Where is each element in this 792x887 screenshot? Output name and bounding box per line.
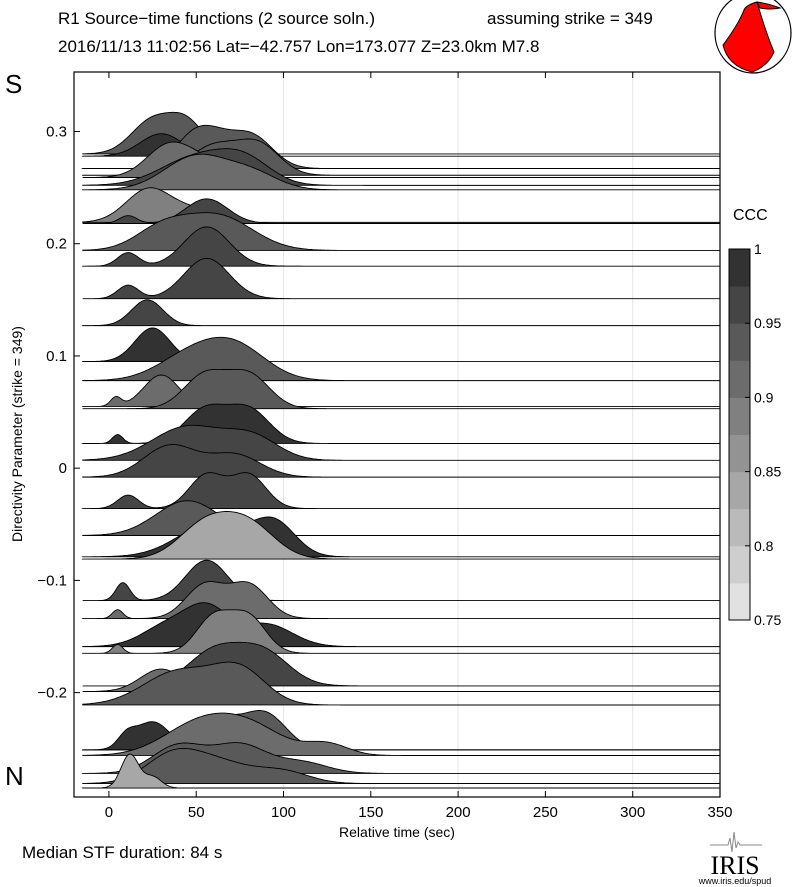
stf-trace-24: [82, 559, 721, 602]
beachball-icon: [714, 0, 792, 74]
colorbar-tick-label: 0.85: [754, 464, 781, 480]
colorbar-bin: [729, 397, 750, 435]
plot-frame: [73, 71, 721, 798]
stf-trace-10: [81, 226, 721, 267]
y-tick-label: 0.2: [46, 236, 67, 253]
colorbar-bin: [729, 471, 750, 510]
y-tick-label: −0.1: [37, 572, 67, 589]
stf-trace-30: [82, 661, 721, 706]
x-tick-label: 150: [358, 804, 383, 821]
iris-logo-text: IRIS: [710, 851, 759, 880]
chart-title: R1 Source−time functions (2 source soln.…: [58, 9, 375, 28]
stf-trace-35: [82, 747, 721, 784]
stf-trace-19: [82, 444, 721, 478]
colorbar-tick-label: 1: [754, 241, 762, 257]
colorbar-bin: [729, 360, 750, 398]
x-tick-label: 350: [707, 804, 732, 821]
colorbar-bin: [729, 286, 750, 324]
stf-trace-12: [81, 299, 721, 327]
y-tick-label: 0.1: [46, 348, 67, 365]
x-tick-label: 0: [105, 804, 113, 821]
x-tick-label: 200: [446, 804, 471, 821]
y-axis-label: Directivity Parameter (strike = 349): [9, 326, 25, 542]
colorbar-tick-label: 0.95: [754, 315, 781, 331]
colorbar-tick-label: 0.9: [754, 389, 774, 405]
stf-trace-6: [81, 153, 721, 191]
x-axis-label: Relative time (sec): [339, 824, 455, 840]
colorbar-bin: [729, 249, 750, 287]
stf-trace-20: [81, 472, 721, 510]
x-tick-label: 100: [271, 804, 296, 821]
stf-trace-23: [81, 511, 721, 560]
y-tick-label: 0: [59, 460, 67, 477]
colorbar-frame: [728, 248, 751, 621]
colorbar-bin: [729, 434, 750, 473]
colorbar-bin: [729, 545, 750, 584]
stf-trace-16: [82, 368, 721, 410]
south-label: S: [5, 69, 22, 99]
iris-logo: IRIS www.iris.edu/spud: [698, 831, 772, 886]
stf-trace-36: [81, 753, 721, 789]
stf-trace-18: [82, 424, 721, 461]
y-tick-label: 0.3: [46, 123, 67, 140]
stf-trace-14: [82, 336, 721, 382]
y-tick-label: −0.2: [37, 685, 67, 702]
stf-trace-7: [82, 187, 721, 223]
colorbar-label: CCC: [733, 207, 768, 224]
event-info: 2016/11/13 11:02:56 Lat=−42.757 Lon=173.…: [58, 37, 539, 56]
median-duration: Median STF duration: 84 s: [22, 843, 222, 862]
north-label: N: [5, 761, 24, 791]
colorbar-tick-label: 0.75: [754, 612, 781, 628]
colorbar-bin: [729, 323, 750, 361]
colorbar-bin: [729, 508, 750, 547]
stf-trace-9: [82, 212, 721, 251]
x-tick-label: 50: [188, 804, 205, 821]
colorbar-bin: [729, 582, 750, 621]
stf-trace-11: [82, 257, 721, 300]
x-tick-label: 250: [533, 804, 558, 821]
stf-trace-21: [82, 500, 721, 536]
stf-trace-25: [81, 581, 721, 620]
strike-note: assuming strike = 349: [487, 9, 653, 28]
x-tick-label: 300: [620, 804, 645, 821]
colorbar-tick-label: 0.8: [754, 538, 774, 554]
stf-trace-8: [82, 198, 721, 224]
iris-url: www.iris.edu/spud: [698, 876, 772, 886]
